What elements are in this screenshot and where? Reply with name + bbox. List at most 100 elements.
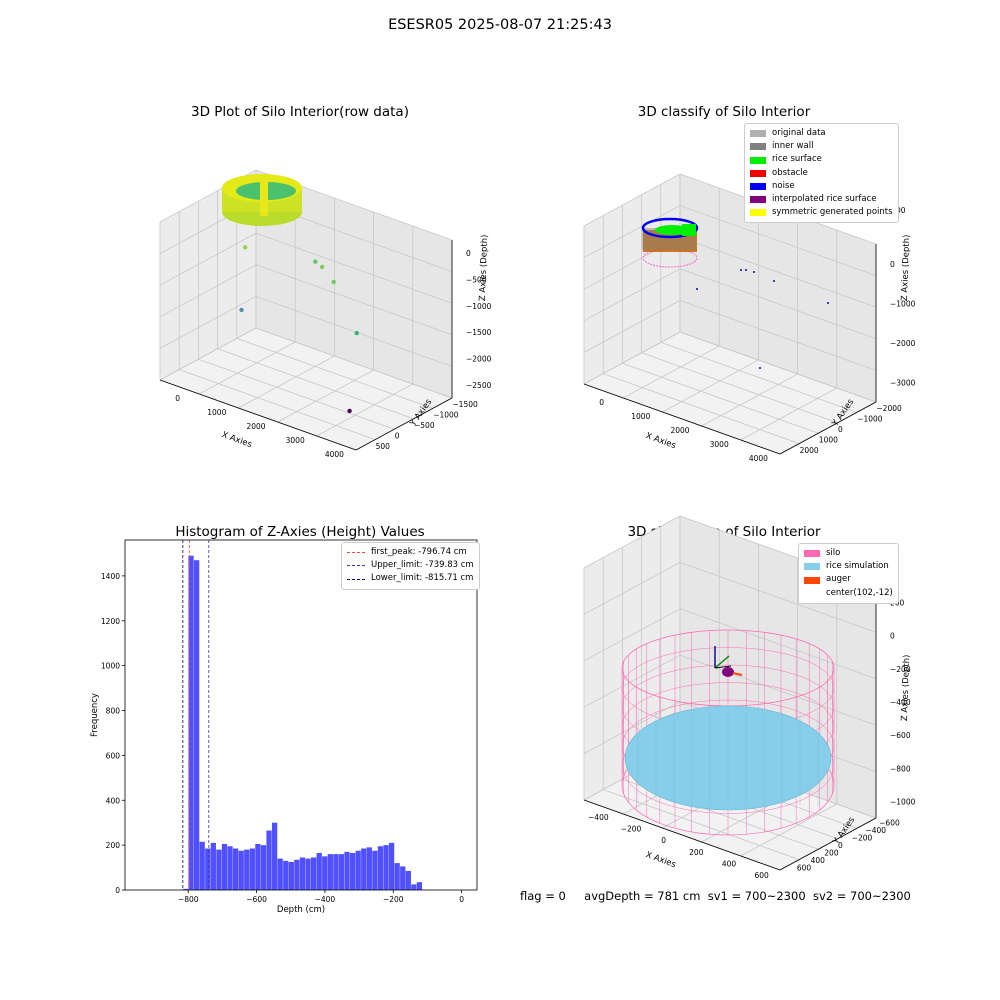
grid-line-y-floor <box>660 342 857 413</box>
histogram-bar <box>216 849 222 890</box>
panel3-title: Histogram of Z-Axies (Height) Values <box>175 524 425 540</box>
z-tick-label: −1000 <box>466 302 492 311</box>
histogram-bar <box>411 884 417 890</box>
x-tick-label: 0 <box>459 895 464 904</box>
pane-floor <box>160 328 452 450</box>
raw-data-point <box>354 330 360 336</box>
raw-data-point <box>242 245 248 250</box>
noise-ring-top <box>641 217 699 239</box>
grid-line-z-back <box>679 268 877 340</box>
noise-point <box>773 280 775 282</box>
grid-line-x-floor <box>662 359 759 413</box>
grid-line-y-floor <box>255 327 453 399</box>
y-tick-label: 0 <box>395 431 400 440</box>
grid-line-z-back <box>679 654 877 726</box>
x-axis-label: X Axies <box>220 430 253 450</box>
sv2-text: sv2 = 700~2300 <box>812 889 911 903</box>
histogram-bar <box>283 860 289 890</box>
grid-line-y-floor <box>603 373 800 444</box>
z-tick-label: −1000 <box>890 797 916 806</box>
histogram-bar <box>338 854 345 890</box>
z-tick-label: −2000 <box>890 339 916 348</box>
y-tick-label: −1000 <box>857 415 883 424</box>
legend-label: auger <box>826 574 851 585</box>
y-axis-line <box>355 397 453 451</box>
grid-line-z-left <box>583 331 681 385</box>
grid-line-x-floor <box>701 373 798 427</box>
legend-swatch <box>804 590 820 597</box>
legend-swatch <box>750 182 766 190</box>
x-tick-label: 0 <box>175 394 180 403</box>
raw-data-point <box>313 259 318 264</box>
legend-entry: auger <box>804 573 893 586</box>
histogram-bar <box>193 560 200 890</box>
grid-line-x-floor <box>277 369 374 423</box>
histogram-bar <box>333 854 339 890</box>
legend-entry: center(102,-12) <box>804 587 893 600</box>
z-tick-label: −2000 <box>466 355 492 364</box>
histogram-bar <box>294 859 300 890</box>
histogram-bar <box>221 844 228 890</box>
x-tick-label: 2000 <box>670 426 689 435</box>
histogram-bar <box>199 841 205 890</box>
legend-swatch <box>804 576 820 584</box>
y-tick-label: −2000 <box>876 404 902 413</box>
histogram-bar <box>327 854 333 890</box>
y-tick-label: 200 <box>824 848 839 857</box>
x-tick-label: 400 <box>722 860 737 869</box>
histogram-bar <box>394 863 400 890</box>
histogram-bar <box>205 848 211 890</box>
histogram-bar <box>383 845 389 890</box>
grid-line-z-left <box>583 268 681 322</box>
plot-frame <box>124 539 478 891</box>
legend-swatch <box>804 550 820 558</box>
legend-entry: inner wall <box>750 140 893 153</box>
x-tick-label: −600 <box>246 895 267 904</box>
avg-depth-text: avgDepth = 781 cm <box>584 889 701 903</box>
histogram-bar <box>305 858 311 890</box>
grid-line-z-left <box>583 608 681 662</box>
legend-label: noise <box>772 180 795 191</box>
histogram-bar <box>316 852 322 890</box>
z-tick-label: 0 <box>890 260 895 269</box>
grid-line-z-left <box>583 205 681 258</box>
pane-floor <box>584 332 876 454</box>
grid-line-y-floor <box>179 369 376 440</box>
z-tick-label: −400 <box>890 698 911 707</box>
flag-text: flag = 0 <box>520 889 566 903</box>
grid-line-y-floor <box>641 352 838 424</box>
raw-data-point <box>331 279 336 285</box>
panel4-legend: silo rice simulation auger center(102,-12) <box>798 543 899 604</box>
noise-point <box>740 269 742 271</box>
legend-swatch <box>750 209 766 217</box>
x-tick-label: 3000 <box>710 440 729 449</box>
legend-label: rice simulation <box>826 561 889 572</box>
legend-label: obstacle <box>772 167 808 178</box>
legend-swatch <box>750 143 766 151</box>
pane-back-wall <box>256 170 452 398</box>
z-tick-label: −3000 <box>890 378 916 387</box>
legend-label: Lower_limit: -815.71 cm <box>371 573 474 584</box>
x-tick-label: −400 <box>315 895 336 904</box>
axis-arrow-x <box>714 665 732 669</box>
legend-swatch <box>750 169 766 177</box>
histogram-bar <box>227 846 233 890</box>
y-tick-label: 1000 <box>101 662 120 671</box>
y-tick-label: 400 <box>811 856 826 865</box>
grid-line-z-back <box>679 608 877 680</box>
x-tick-label: 4000 <box>325 450 344 459</box>
center-marker <box>722 667 734 677</box>
grid-line-z-left <box>159 296 257 349</box>
y-axis-line <box>779 401 877 455</box>
legend-entry: silo <box>804 547 893 560</box>
grid-line-z-back <box>255 232 453 304</box>
axis-arrow-y <box>714 655 730 669</box>
y-tick-label: 1400 <box>101 572 120 581</box>
histogram-bar <box>266 830 272 890</box>
z-tick-label: −2500 <box>466 381 492 390</box>
y-tick-label: 600 <box>797 863 812 872</box>
legend-dash <box>347 552 365 554</box>
grid-line-z-back <box>679 562 877 633</box>
legend-swatch <box>750 156 766 164</box>
